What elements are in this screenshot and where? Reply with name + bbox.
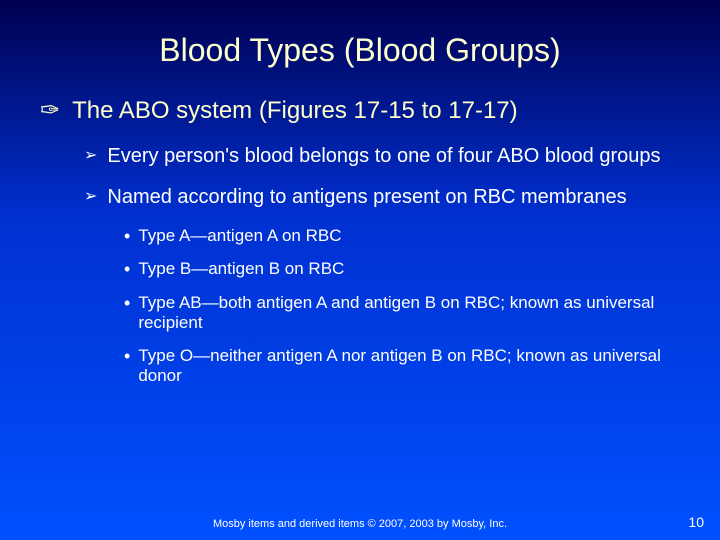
slide-title: Blood Types (Blood Groups) — [40, 32, 680, 69]
bullet-text-lvl1: The ABO system (Figures 17-15 to 17-17) — [72, 97, 518, 126]
bullet-text-lvl3: Type AB—both antigen A and antigen B on … — [138, 293, 680, 334]
bullet-text-lvl3: Type B—antigen B on RBC — [138, 259, 344, 279]
bullet-level2: ➢ Named according to antigens present on… — [84, 185, 680, 210]
slide-container: Blood Types (Blood Groups) ✑ The ABO sys… — [0, 0, 720, 540]
bullet-icon-lvl3: • — [124, 293, 130, 315]
bullet-text-lvl3: Type A—antigen A on RBC — [138, 226, 341, 246]
bullet-icon-lvl1: ✑ — [40, 97, 60, 126]
bullet-icon-lvl3: • — [124, 226, 130, 248]
bullet-icon-lvl2: ➢ — [84, 146, 97, 166]
bullet-level3: • Type B—antigen B on RBC — [124, 259, 680, 281]
bullet-level1: ✑ The ABO system (Figures 17-15 to 17-17… — [40, 97, 680, 126]
bullet-icon-lvl2: ➢ — [84, 187, 97, 207]
bullet-icon-lvl3: • — [124, 346, 130, 368]
bullet-icon-lvl3: • — [124, 259, 130, 281]
bullet-level3: • Type A—antigen A on RBC — [124, 226, 680, 248]
bullet-level3: • Type AB—both antigen A and antigen B o… — [124, 293, 680, 334]
bullet-text-lvl2: Named according to antigens present on R… — [107, 185, 626, 210]
page-number: 10 — [688, 514, 704, 530]
bullet-level3: • Type O—neither antigen A nor antigen B… — [124, 346, 680, 387]
copyright-footer: Mosby items and derived items © 2007, 20… — [0, 518, 720, 530]
bullet-level2: ➢ Every person's blood belongs to one of… — [84, 144, 680, 169]
bullet-text-lvl2: Every person's blood belongs to one of f… — [107, 144, 660, 169]
bullet-text-lvl3: Type O—neither antigen A nor antigen B o… — [138, 346, 680, 387]
